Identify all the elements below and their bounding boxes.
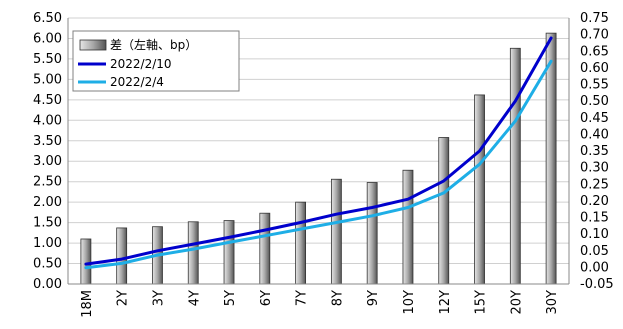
right-axis-tick-label: -0.05: [580, 277, 614, 292]
legend-label-bar: 差（左軸、bp）: [110, 37, 197, 52]
line-series: [84, 36, 553, 270]
bar: [80, 238, 92, 285]
right-axis-tick-label: 0.75: [580, 11, 609, 26]
axes: 0.00 0.50 1.00 1.50 2.00 2.50 3.00 3.50 4.00 4.50…: [33, 11, 614, 318]
bar: [474, 94, 485, 285]
left-axis-tick-label: 5.00: [33, 72, 62, 87]
x-axis-tick-label: 8Y: [330, 290, 345, 306]
x-axis-tick-label: 6Y: [259, 290, 274, 306]
x-axis-tick-label: 20Y: [509, 290, 524, 315]
legend-label-line-2: 2022/2/4: [110, 75, 164, 89]
x-axis-tick-label: 2Y: [116, 290, 131, 306]
x-axis-tick-label: 3Y: [151, 290, 166, 306]
bar: [402, 169, 414, 285]
right-axis-tick-label: 0.30: [580, 161, 609, 176]
left-axis-tick-label: 0.00: [33, 277, 62, 292]
left-axis-tick-label: 6.50: [33, 11, 62, 26]
left-axis-tick-label: 5.50: [33, 52, 62, 67]
right-axis-tick-label: 0.15: [580, 211, 609, 226]
right-axis-tick-label: 0.00: [580, 260, 609, 275]
x-axis-tick-label: 18M: [80, 290, 95, 318]
bar: [366, 182, 378, 285]
legend-label-line-1: 2022/2/10: [110, 57, 172, 71]
x-axis-tick-label: 9Y: [366, 290, 381, 306]
right-axis-tick-label: 0.50: [580, 94, 609, 109]
left-axis-tick-label: 1.50: [33, 216, 62, 231]
bar: [438, 137, 450, 285]
right-axis-tick-label: 0.45: [580, 111, 609, 126]
left-axis-tick-label: 4.00: [33, 113, 62, 128]
x-axis-tick-label: 4Y: [187, 290, 202, 306]
right-axis-tick-label: 0.05: [580, 244, 609, 259]
x-axis-tick-label: 15Y: [474, 290, 489, 315]
bar: [223, 220, 235, 285]
legend: 差（左軸、bp） 2022/2/10 2022/2/4: [72, 30, 240, 92]
right-axis-tick-label: 0.10: [580, 227, 609, 242]
bar: [545, 32, 557, 285]
right-axis-tick-label: 0.70: [580, 28, 609, 43]
x-axis-tick-label: 12Y: [438, 290, 453, 315]
left-axis-tick-label: 3.50: [33, 134, 62, 149]
right-axis-tick-label: 0.65: [580, 44, 609, 59]
bar: [116, 227, 128, 285]
x-axis-tick-label: 10Y: [402, 290, 417, 315]
right-axis-tick-label: 0.25: [580, 177, 609, 192]
x-axis-tick-label: 30Y: [545, 290, 560, 315]
x-axis-tick-label: 5Y: [223, 290, 238, 306]
series-line-2: [84, 59, 553, 270]
right-axis-tick-label: 0.55: [580, 78, 609, 93]
left-axis-tick-label: 0.50: [33, 257, 62, 272]
left-axis-tick-label: 6.00: [33, 31, 62, 46]
right-axis-tick-label: 0.20: [580, 194, 609, 209]
left-axis-tick-label: 2.50: [33, 175, 62, 190]
bar: [330, 178, 342, 285]
legend-swatch-bar: [79, 39, 107, 51]
left-axis-tick-label: 1.00: [33, 236, 62, 251]
left-axis-tick-label: 2.00: [33, 195, 62, 210]
left-axis-tick-label: 3.00: [33, 154, 62, 169]
bar: [259, 212, 271, 285]
left-axis-tick-label: 4.50: [33, 93, 62, 108]
right-axis-tick-label: 0.35: [580, 144, 609, 159]
right-axis-tick-label: 0.40: [580, 127, 609, 142]
x-axis-tick-label: 7Y: [295, 290, 310, 306]
right-axis-tick-label: 0.60: [580, 61, 609, 76]
series-line-1: [84, 36, 553, 266]
bar: [187, 221, 199, 285]
bar: [509, 47, 521, 285]
bar: [295, 201, 307, 285]
